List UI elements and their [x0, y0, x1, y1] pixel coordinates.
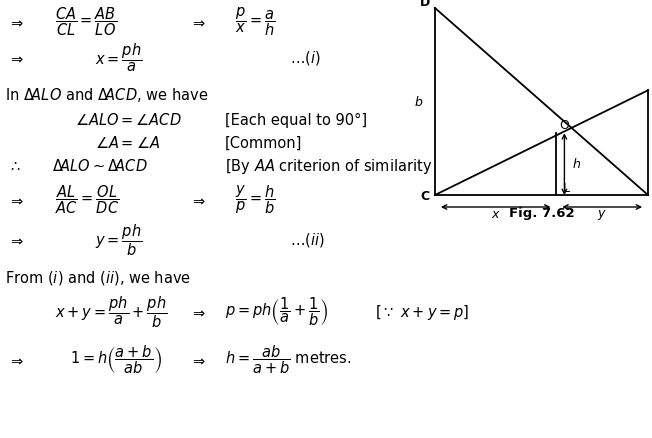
Text: From $(i)$ and $(ii)$, we have: From $(i)$ and $(ii)$, we have	[5, 269, 191, 287]
Text: Fig. 7.62: Fig. 7.62	[509, 206, 574, 219]
Text: $\angle A = \angle A$: $\angle A = \angle A$	[95, 135, 160, 151]
Text: $1=h\left(\dfrac{a+b}{ab}\right)$: $1=h\left(\dfrac{a+b}{ab}\right)$	[70, 344, 162, 376]
Text: $\Rightarrow$: $\Rightarrow$	[8, 353, 24, 367]
Text: $h=\dfrac{ab}{a+b}\ \mathrm{metres.}$: $h=\dfrac{ab}{a+b}\ \mathrm{metres.}$	[225, 344, 351, 376]
Text: $\Rightarrow$: $\Rightarrow$	[8, 192, 24, 208]
Text: $p=ph\left(\dfrac{1}{a}+\dfrac{1}{b}\right)$: $p=ph\left(\dfrac{1}{a}+\dfrac{1}{b}\rig…	[225, 296, 329, 328]
Text: $x$: $x$	[491, 208, 501, 222]
Text: $\Rightarrow$: $\Rightarrow$	[190, 353, 207, 367]
Text: $\Rightarrow$: $\Rightarrow$	[8, 233, 24, 247]
Text: [Each equal to 90°]: [Each equal to 90°]	[225, 113, 367, 127]
Text: $\dfrac{y}{p}=\dfrac{h}{b}$: $\dfrac{y}{p}=\dfrac{h}{b}$	[235, 184, 276, 216]
Text: $\Rightarrow$: $\Rightarrow$	[190, 304, 207, 319]
Text: $\angle ALO = \angle ACD$: $\angle ALO = \angle ACD$	[75, 112, 182, 128]
Text: $h$: $h$	[572, 157, 581, 171]
Text: $\dfrac{AL}{AC}=\dfrac{OL}{DC}$: $\dfrac{AL}{AC}=\dfrac{OL}{DC}$	[55, 184, 119, 216]
Text: $\Rightarrow$: $\Rightarrow$	[190, 192, 207, 208]
Text: $\dfrac{CA}{CL}=\dfrac{AB}{LO}$: $\dfrac{CA}{CL}=\dfrac{AB}{LO}$	[55, 6, 117, 38]
Text: $\Rightarrow$: $\Rightarrow$	[8, 14, 24, 29]
Text: $\Delta\!ALO \sim \Delta\!ACD$: $\Delta\!ALO \sim \Delta\!ACD$	[52, 158, 147, 174]
Text: $\Rightarrow$: $\Rightarrow$	[190, 14, 207, 29]
Text: $\ldots(i)$: $\ldots(i)$	[290, 49, 321, 67]
Text: $b$: $b$	[414, 95, 424, 109]
Text: D: D	[420, 0, 430, 10]
Text: $\Rightarrow$: $\Rightarrow$	[8, 50, 24, 66]
Text: O: O	[559, 119, 569, 132]
Text: C: C	[421, 191, 430, 204]
Text: $\therefore$: $\therefore$	[8, 159, 22, 173]
Text: $x=\dfrac{ph}{a}$: $x=\dfrac{ph}{a}$	[95, 42, 143, 74]
Text: L: L	[563, 183, 570, 195]
Text: $y=\dfrac{ph}{b}$: $y=\dfrac{ph}{b}$	[95, 222, 143, 258]
Text: In $\Delta\!ALO$ and $\Delta\!ACD$, we have: In $\Delta\!ALO$ and $\Delta\!ACD$, we h…	[5, 86, 209, 104]
Text: $y$: $y$	[597, 208, 607, 222]
Text: [By $AA$ criterion of similarity: [By $AA$ criterion of similarity	[225, 156, 432, 176]
Text: $\ldots(ii)$: $\ldots(ii)$	[290, 231, 325, 249]
Text: $\dfrac{p}{x}=\dfrac{a}{h}$: $\dfrac{p}{x}=\dfrac{a}{h}$	[235, 6, 276, 38]
Text: $[\because\ x+y=p]$: $[\because\ x+y=p]$	[375, 303, 469, 321]
Text: [Common]: [Common]	[225, 135, 303, 151]
Text: $x+y=\dfrac{ph}{a}+\dfrac{ph}{b}$: $x+y=\dfrac{ph}{a}+\dfrac{ph}{b}$	[55, 294, 168, 330]
